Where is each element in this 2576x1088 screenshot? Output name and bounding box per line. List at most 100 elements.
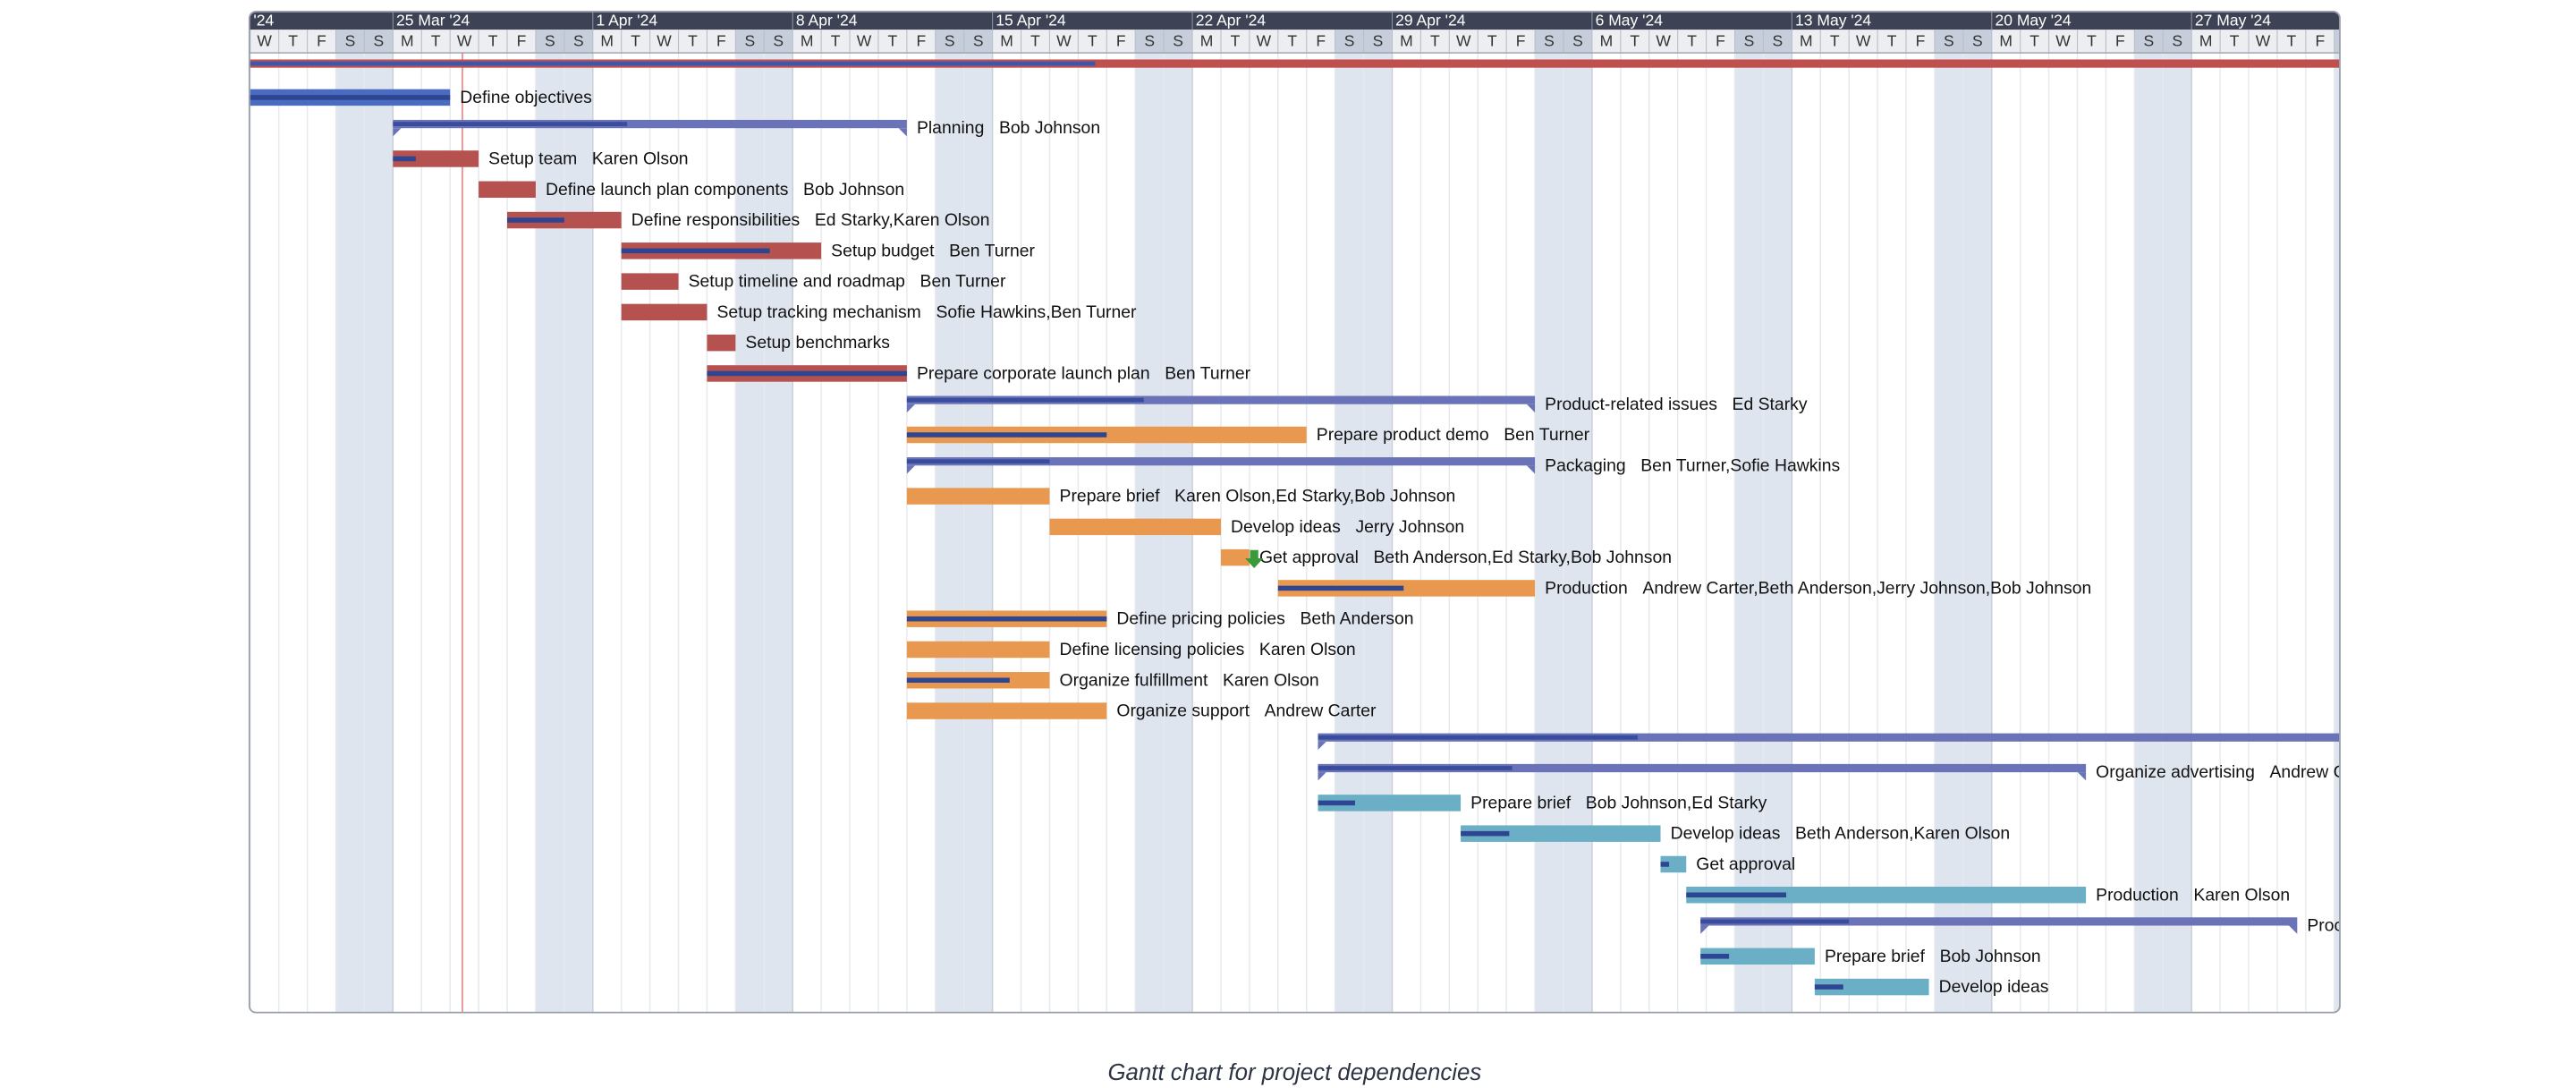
day-label: M [1600,32,1614,50]
task-resources: Beth Anderson,Ed Starky,Bob Johnson [1374,548,1673,567]
task-bar [1318,795,1462,812]
day-label: T [1687,32,1697,50]
day-label: S [744,32,755,50]
progress [1318,735,1638,740]
day-label: W [1257,32,1272,50]
day-label: S [1373,32,1384,50]
day-label: T [1830,32,1840,50]
weekend-header [935,30,964,54]
summary-cap [2289,925,2298,934]
day-label: W [1856,32,1871,50]
day-label: S [1773,32,1784,50]
task-resources: Andrew Ca [2269,762,2355,782]
progress [507,217,564,223]
task-name: Define responsibilities [631,210,800,230]
week-label: 27 May '24 [2195,12,2271,30]
weekend-band [2163,53,2192,1013]
day-label: T [1030,32,1040,50]
day-label: F [716,32,726,50]
day-label: M [600,32,614,50]
task-resources: Karen Olson [2193,885,2290,905]
task-name: Define objectives [460,88,592,107]
task-resources: Bob Johnson [999,118,1100,138]
progress [906,432,1107,438]
task-name: Setup budget [831,241,935,260]
task-name: Develop ideas [1231,517,1341,537]
day-label: S [573,32,584,50]
weekend-header [1363,30,1393,54]
day-label: W [857,32,872,50]
task-name: Packaging [1545,455,1625,475]
weekend-band [935,53,964,1013]
day-label: T [1430,32,1440,50]
day-label: S [1144,32,1155,50]
summary-cap [906,465,916,474]
week-label: 6 May '24 [1596,12,1664,30]
day-label: M [801,32,814,50]
week-header [249,11,2340,30]
task-name: Setup tracking mechanism [717,302,921,322]
week-label: 25 Mar '24 [396,12,470,30]
task-bar [1814,978,1929,996]
day-label: S [1173,32,1183,50]
summary-cap [1700,925,1709,934]
task-resources: Sofie Hawkins,Ben Turner [936,302,1137,322]
task-resources: Andrew Carter,Beth Anderson,Jerry Johnso… [1642,578,2091,598]
task-resources: Karen Olson [1223,670,1319,690]
task-resources: Ben Turner [1165,363,1250,383]
task-bar [1220,548,1250,566]
day-label: F [517,32,527,50]
summary-cap [1526,404,1536,412]
task-bar [1277,580,1536,597]
task-resources: Bob Johnson [803,180,904,200]
week-label: 13 May '24 [1795,12,1871,30]
weekend-band [1335,53,1364,1013]
day-label: S [374,32,385,50]
day-label: S [1572,32,1583,50]
week-label: 29 Apr '24 [1395,12,1466,30]
weekend-band [1563,53,1592,1013]
summary-cap [2383,742,2391,750]
day-label: W [457,32,472,50]
day-label: T [488,32,498,50]
caption: Gantt chart for project dependencies [1107,1060,1481,1085]
task-resources: Ben Turner [920,272,1006,292]
progress [1318,766,1513,770]
summary-cap [2077,772,2087,781]
weekend-band [2334,53,2340,1013]
progress [906,616,1107,622]
day-label: S [1544,32,1555,50]
task-name: Organize fulfillment [1060,670,1208,690]
day-label: S [1344,32,1355,50]
summary-bar [1700,917,2298,926]
task-name: Prepare product demo [1317,425,1489,445]
day-label: T [831,32,841,50]
day-label: F [1716,32,1725,50]
day-label: W [657,32,672,50]
task-name: Planning [917,118,984,138]
day-label: F [916,32,926,50]
weekend-band [735,53,765,1013]
summary-bar [250,59,2340,68]
task-name: Get approval [1259,548,1359,567]
day-label: W [2055,32,2071,50]
progress [1686,892,1786,898]
weekend-header [1135,30,1165,54]
day-label: F [1116,32,1126,50]
weekend-band [1734,53,1764,1013]
day-label: S [2143,32,2154,50]
weekend-header [364,30,394,54]
day-label: S [945,32,955,50]
weekend-band [1962,53,1992,1013]
task-name: Production [1545,578,1628,598]
day-label: F [317,32,326,50]
day-label: W [257,32,272,50]
task-name: Organize advertising [2096,762,2255,782]
week-label: 20 May '24 [1995,12,2071,30]
day-label: T [631,32,640,50]
day-label: T [2087,32,2097,50]
day-label: W [1656,32,1671,50]
day-label: T [1231,32,1241,50]
